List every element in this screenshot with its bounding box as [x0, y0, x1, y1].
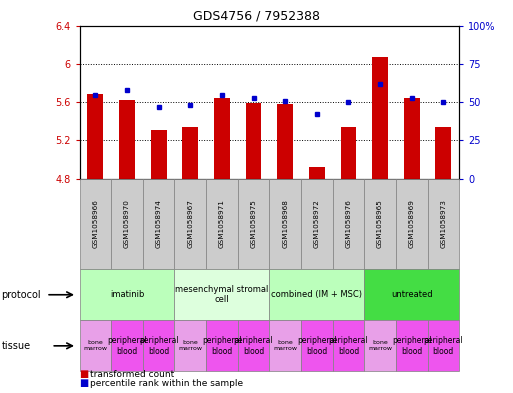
- Text: peripheral
blood: peripheral blood: [139, 336, 179, 356]
- Text: GSM1058973: GSM1058973: [440, 200, 446, 248]
- Text: ■: ■: [80, 369, 89, 379]
- Bar: [404, 98, 420, 179]
- Text: tissue: tissue: [2, 341, 31, 351]
- Text: GDS4756 / 7952388: GDS4756 / 7952388: [193, 10, 320, 23]
- Text: untreated: untreated: [391, 290, 432, 299]
- Text: transformed count: transformed count: [90, 370, 174, 379]
- Text: GSM1058968: GSM1058968: [282, 200, 288, 248]
- Text: GSM1058972: GSM1058972: [314, 200, 320, 248]
- Text: GSM1058976: GSM1058976: [345, 200, 351, 248]
- Text: GSM1058965: GSM1058965: [377, 200, 383, 248]
- Bar: [341, 127, 357, 179]
- Bar: [246, 103, 262, 179]
- Text: mesenchymal stromal
cell: mesenchymal stromal cell: [175, 285, 269, 305]
- Text: GSM1058971: GSM1058971: [219, 200, 225, 248]
- Text: GSM1058969: GSM1058969: [409, 200, 415, 248]
- Bar: [436, 127, 451, 179]
- Bar: [151, 130, 167, 179]
- Text: protocol: protocol: [2, 290, 41, 300]
- Text: combined (IM + MSC): combined (IM + MSC): [271, 290, 362, 299]
- Text: bone
marrow: bone marrow: [178, 340, 202, 351]
- Text: GSM1058974: GSM1058974: [155, 200, 162, 248]
- Text: peripheral
blood: peripheral blood: [202, 336, 242, 356]
- Bar: [309, 167, 325, 179]
- Text: imatinib: imatinib: [110, 290, 144, 299]
- Bar: [87, 94, 103, 179]
- Text: peripheral
blood: peripheral blood: [392, 336, 431, 356]
- Text: ■: ■: [80, 378, 89, 388]
- Text: bone
marrow: bone marrow: [83, 340, 107, 351]
- Bar: [119, 100, 135, 179]
- Text: GSM1058970: GSM1058970: [124, 200, 130, 248]
- Text: GSM1058966: GSM1058966: [92, 200, 98, 248]
- Text: peripheral
blood: peripheral blood: [329, 336, 368, 356]
- Text: GSM1058975: GSM1058975: [250, 200, 256, 248]
- Text: bone
marrow: bone marrow: [273, 340, 297, 351]
- Text: peripheral
blood: peripheral blood: [107, 336, 147, 356]
- Text: GSM1058967: GSM1058967: [187, 200, 193, 248]
- Text: bone
marrow: bone marrow: [368, 340, 392, 351]
- Text: percentile rank within the sample: percentile rank within the sample: [90, 379, 243, 388]
- Text: peripheral
blood: peripheral blood: [234, 336, 273, 356]
- Text: peripheral
blood: peripheral blood: [297, 336, 337, 356]
- Bar: [277, 104, 293, 179]
- Text: peripheral
blood: peripheral blood: [424, 336, 463, 356]
- Bar: [214, 98, 230, 179]
- Bar: [372, 57, 388, 179]
- Bar: [182, 127, 198, 179]
